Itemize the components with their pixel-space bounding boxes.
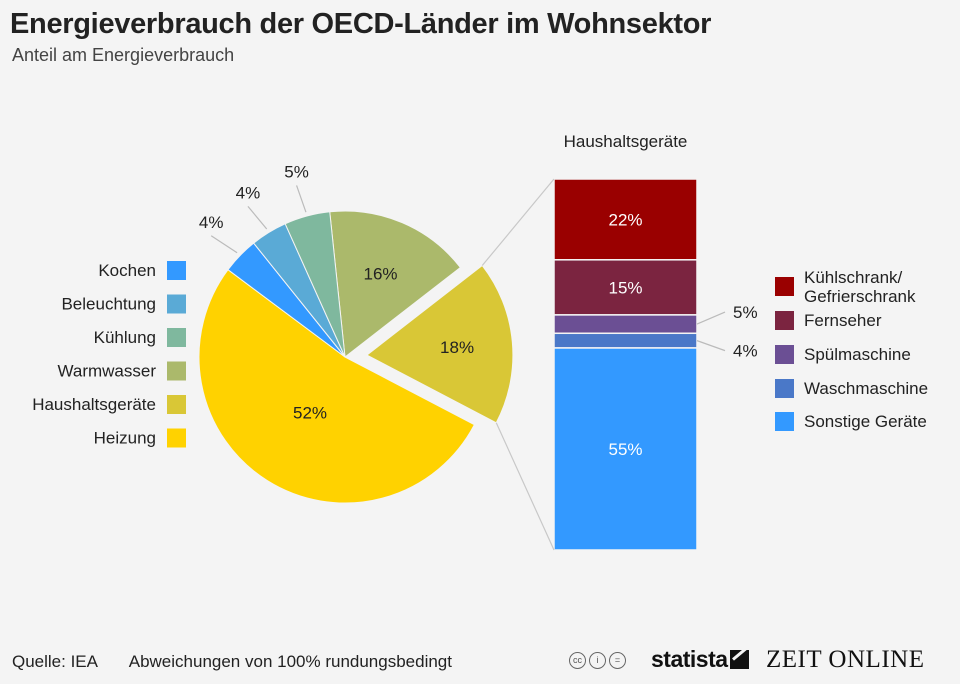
bar-segment-waschmaschine bbox=[553, 332, 698, 349]
legend-label-gefrierschrank: Gefrierschrank bbox=[804, 287, 916, 306]
chart-title: Energieverbrauch der OECD-Länder im Wohn… bbox=[10, 8, 712, 40]
bar-segment-sonstige-geräte bbox=[553, 347, 698, 551]
bar-label-kühlschrank-gefrierschrank: 22% bbox=[608, 210, 642, 229]
legend-swatch-spülmaschine bbox=[775, 345, 794, 364]
legend-swatch-heizung bbox=[167, 428, 186, 448]
zeit-online-logo: ZEIT ONLINE bbox=[766, 646, 925, 673]
legend-label-heizung: Heizung bbox=[94, 429, 156, 448]
statista-mark-icon bbox=[730, 650, 749, 669]
bar-title: Haushaltsgeräte bbox=[564, 132, 688, 151]
pie-slice-haushaltsgeräte bbox=[365, 264, 514, 424]
chart-subtitle: Anteil am Energieverbrauch bbox=[12, 45, 235, 65]
footer: Quelle: IEA Abweichungen von 100% rundun… bbox=[12, 652, 452, 672]
source-text: Quelle: IEA bbox=[12, 652, 98, 671]
legend-swatch-kochen bbox=[167, 261, 186, 280]
bar-label-waschmaschine: 4% bbox=[733, 342, 758, 361]
legend-label-warmwasser: Warmwasser bbox=[57, 362, 156, 381]
legend-swatch-fernseher bbox=[775, 311, 794, 330]
legend-label-spülmaschine: Spülmaschine bbox=[804, 345, 911, 364]
pie-leader-line bbox=[210, 235, 238, 254]
pie-slice-kühlung bbox=[284, 211, 346, 358]
pie-leader-line bbox=[247, 205, 268, 230]
pie-slice-heizung bbox=[198, 268, 476, 504]
legend-swatch-kühlschrank-gefrierschrank bbox=[775, 277, 794, 296]
pie-label-warmwasser: 16% bbox=[363, 265, 397, 284]
pie-label-haushaltsgeräte: 18% bbox=[440, 338, 474, 357]
legend-label-kochen: Kochen bbox=[98, 261, 156, 280]
pie-label-kochen: 4% bbox=[199, 213, 224, 232]
legend-swatch-warmwasser bbox=[167, 361, 186, 381]
bar-segment-spülmaschine bbox=[553, 314, 698, 335]
legend-label-kühlung: Kühlung bbox=[94, 328, 156, 347]
nd-icon: = bbox=[609, 652, 626, 669]
legend-label-waschmaschine: Waschmaschine bbox=[804, 379, 928, 398]
bar-label-fernseher: 15% bbox=[608, 278, 642, 297]
legend-swatch-waschmaschine bbox=[775, 379, 794, 398]
legend-swatch-sonstige-geräte bbox=[775, 412, 794, 431]
bar-label-spülmaschine: 5% bbox=[733, 303, 758, 322]
connector-line-bottom bbox=[495, 422, 555, 551]
chart-canvas: 16% 18% 52% 4% 4% 5% Kochen Beleuchtung Kühlung W… bbox=[32, 132, 928, 551]
legend-label-sonstige-geräte: Sonstige Geräte bbox=[804, 412, 927, 431]
pie-leader-line bbox=[296, 185, 307, 213]
legend-label-haushaltsgeräte: Haushaltsgeräte bbox=[32, 395, 156, 414]
statista-logo: statista bbox=[651, 646, 728, 672]
bar-label-sonstige-geräte: 55% bbox=[608, 440, 642, 459]
license-icons: cc i = bbox=[569, 652, 626, 669]
legend-swatch-beleuchtung bbox=[167, 294, 186, 314]
pie-label-beleuchtung: 4% bbox=[236, 183, 261, 202]
bar-leader-line bbox=[696, 340, 726, 352]
bar-leader-line bbox=[696, 311, 726, 325]
legend-swatch-haushaltsgeräte bbox=[167, 395, 186, 414]
pie-label-kühlung: 5% bbox=[284, 162, 309, 181]
legend-label-kühlschrank: Kühlschrank/ bbox=[804, 268, 903, 287]
connector-line-top bbox=[481, 178, 555, 266]
pie-label-heizung: 52% bbox=[293, 404, 327, 423]
rounding-note: Abweichungen von 100% rundungsbedingt bbox=[128, 652, 452, 671]
pie-slice-warmwasser bbox=[329, 210, 462, 358]
legend-label-fernseher: Fernseher bbox=[804, 311, 882, 330]
cc-icon: cc bbox=[569, 652, 586, 669]
legend-label-beleuchtung: Beleuchtung bbox=[61, 295, 156, 314]
by-icon: i bbox=[589, 652, 606, 669]
legend-swatch-kühlung bbox=[167, 328, 186, 347]
